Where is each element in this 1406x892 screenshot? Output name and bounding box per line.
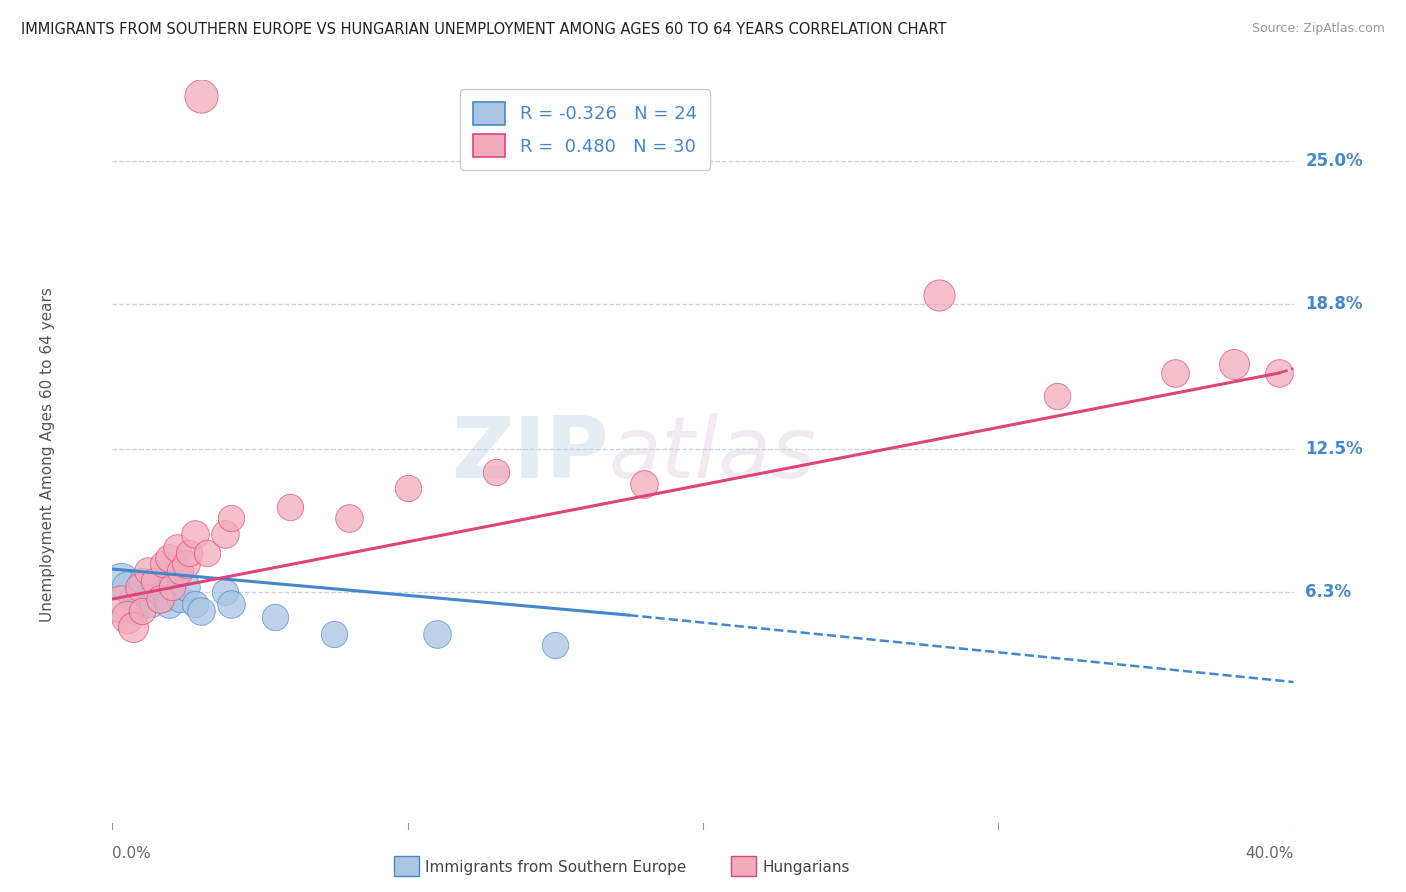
Point [157, 550, 180, 565]
Point [1164, 366, 1187, 380]
Point [122, 592, 145, 607]
Point [337, 511, 360, 525]
Text: 6.3%: 6.3% [1305, 583, 1351, 601]
Point [396, 481, 419, 495]
Point [139, 597, 162, 611]
Point [149, 592, 172, 607]
Point [131, 603, 153, 617]
Point [160, 581, 183, 595]
Point [1268, 366, 1291, 380]
Point [264, 610, 287, 624]
Point [152, 558, 174, 572]
Point [190, 603, 212, 617]
Point [169, 565, 191, 579]
Point [149, 581, 172, 595]
Point [166, 565, 188, 579]
Text: 40.0%: 40.0% [1246, 846, 1294, 861]
Point [214, 527, 236, 541]
Point [155, 592, 177, 607]
Point [278, 500, 301, 514]
Point [157, 597, 180, 611]
Point [160, 574, 183, 588]
Point [426, 626, 449, 640]
Text: 25.0%: 25.0% [1305, 152, 1362, 170]
Point [1046, 389, 1069, 403]
Text: 0.0%: 0.0% [112, 846, 152, 861]
Text: atlas: atlas [609, 413, 817, 497]
Point [184, 597, 207, 611]
Point [142, 574, 165, 588]
Point [190, 89, 212, 103]
Point [110, 574, 132, 588]
Legend: R = -0.326   N = 24, R =  0.480   N = 30: R = -0.326 N = 24, R = 0.480 N = 30 [460, 89, 710, 170]
Point [125, 603, 148, 617]
Text: Unemployment Among Ages 60 to 64 years: Unemployment Among Ages 60 to 64 years [39, 287, 55, 623]
Text: ZIP: ZIP [451, 413, 609, 497]
Point [166, 541, 188, 556]
Point [117, 581, 138, 595]
Point [544, 638, 567, 652]
Point [928, 287, 950, 301]
Text: 12.5%: 12.5% [1305, 440, 1362, 458]
Point [122, 620, 145, 634]
Point [146, 585, 169, 599]
Point [1223, 357, 1246, 371]
Point [633, 476, 655, 491]
Point [179, 546, 201, 560]
Point [136, 592, 159, 607]
Point [219, 511, 242, 525]
Point [131, 574, 153, 588]
Point [128, 581, 150, 595]
Text: Immigrants from Southern Europe: Immigrants from Southern Europe [425, 860, 686, 874]
Point [184, 527, 207, 541]
Point [128, 585, 150, 599]
Point [174, 581, 197, 595]
Point [117, 610, 138, 624]
Text: IMMIGRANTS FROM SOUTHERN EUROPE VS HUNGARIAN UNEMPLOYMENT AMONG AGES 60 TO 64 YE: IMMIGRANTS FROM SOUTHERN EUROPE VS HUNGA… [21, 22, 946, 37]
Point [485, 465, 508, 479]
Point [214, 585, 236, 599]
Point [219, 597, 242, 611]
Point [136, 565, 159, 579]
Point [169, 592, 191, 607]
Point [195, 546, 218, 560]
Point [323, 626, 346, 640]
Point [110, 597, 132, 611]
Text: Hungarians: Hungarians [762, 860, 849, 874]
Point [174, 558, 197, 572]
Text: 18.8%: 18.8% [1305, 295, 1362, 313]
Text: Source: ZipAtlas.com: Source: ZipAtlas.com [1251, 22, 1385, 36]
